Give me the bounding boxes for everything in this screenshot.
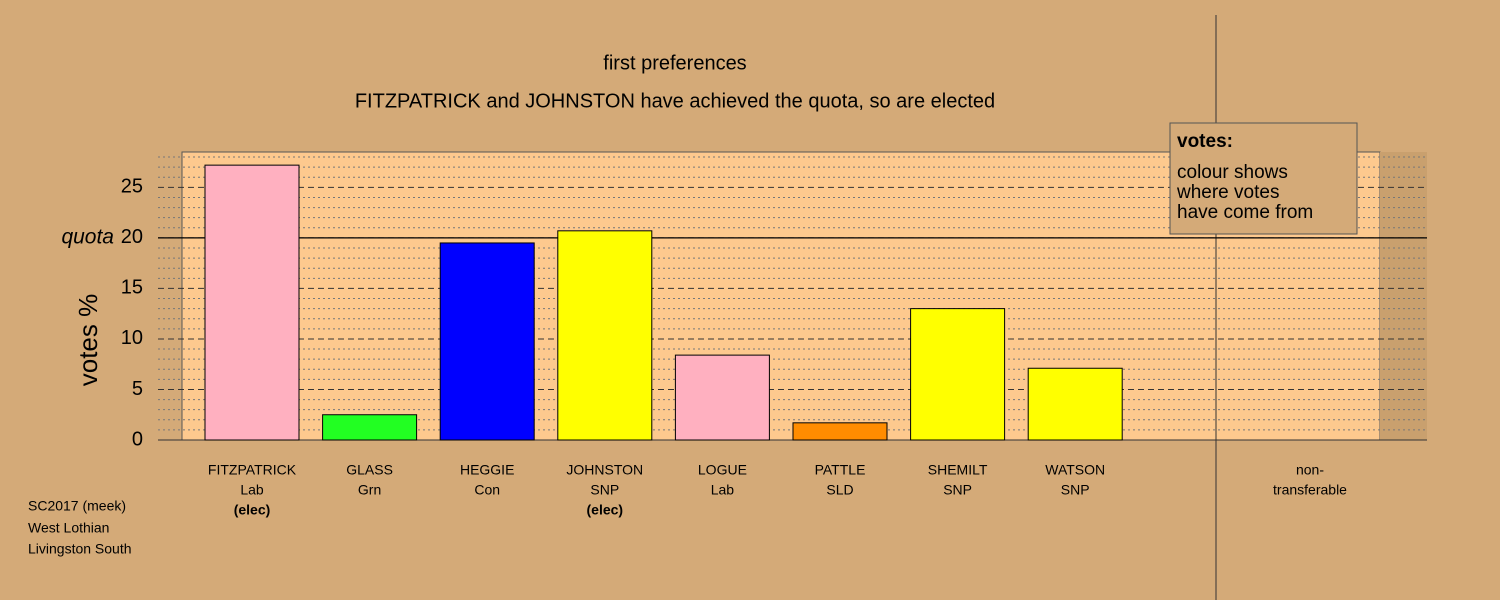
legend: votes: colour shows where votes have com… xyxy=(1169,122,1358,235)
x-tick-label: non- xyxy=(1296,462,1324,478)
y-tick-label: 15 xyxy=(121,277,143,299)
party-label: Con xyxy=(474,482,500,498)
party-label: SNP xyxy=(943,482,972,498)
y-tick-label: 10 xyxy=(121,327,143,349)
party-label: Lab xyxy=(711,482,735,498)
bars: FITZPATRICK Lab (elec) GLASS Grn HEGGIE Con JOH… xyxy=(204,164,1347,518)
y-axis-label: votes % xyxy=(73,294,103,387)
x-tick-label: LOGUE xyxy=(698,462,747,478)
bar xyxy=(674,354,770,441)
y-tick-label: 5 xyxy=(132,378,143,400)
chart-subtitle: FITZPATRICK and JOHNSTON have achieved t… xyxy=(355,90,995,112)
legend-box xyxy=(1169,122,1358,235)
legend-text: where votes xyxy=(1176,182,1279,203)
party-label: Grn xyxy=(358,482,381,498)
party-label: SNP xyxy=(590,482,619,498)
footer-line: West Lothian xyxy=(28,520,109,536)
legend-title: votes: xyxy=(1177,131,1233,152)
x-tick-label: JOHNSTON xyxy=(566,462,643,478)
x-tick-label: HEGGIE xyxy=(460,462,514,478)
legend-text: have come from xyxy=(1177,202,1313,223)
party-label: SNP xyxy=(1061,482,1090,498)
footer-line: SC2017 (meek) xyxy=(28,498,126,514)
bar xyxy=(322,414,418,441)
plot-margin xyxy=(1380,152,1427,440)
grid: 0 5 10 15 20 25 quota xyxy=(61,156,1427,450)
bar xyxy=(204,164,300,441)
legend-text: colour shows xyxy=(1177,162,1288,183)
bar xyxy=(557,230,653,441)
y-tick-label: 0 xyxy=(132,428,143,450)
party-label: Lab xyxy=(240,482,264,498)
bar xyxy=(439,242,535,441)
quota-label: quota xyxy=(61,225,114,248)
elected-note: (elec) xyxy=(234,502,271,518)
x-tick-label: PATTLE xyxy=(815,462,866,478)
y-tick-label: 20 xyxy=(121,226,143,248)
party-label: SLD xyxy=(826,482,853,498)
elected-note: (elec) xyxy=(587,502,624,518)
x-tick-label: WATSON xyxy=(1045,462,1105,478)
y-tick-label: 25 xyxy=(121,176,143,198)
party-label: transferable xyxy=(1273,482,1347,498)
x-tick-label: GLASS xyxy=(346,462,393,478)
bar xyxy=(792,422,888,441)
x-tick-label: FITZPATRICK xyxy=(208,462,297,478)
bar xyxy=(1027,367,1123,441)
bar xyxy=(910,308,1006,441)
x-tick-label: SHEMILT xyxy=(928,462,988,478)
chart-title: first preferences xyxy=(603,52,746,74)
footer-line: Livingston South xyxy=(28,541,132,557)
